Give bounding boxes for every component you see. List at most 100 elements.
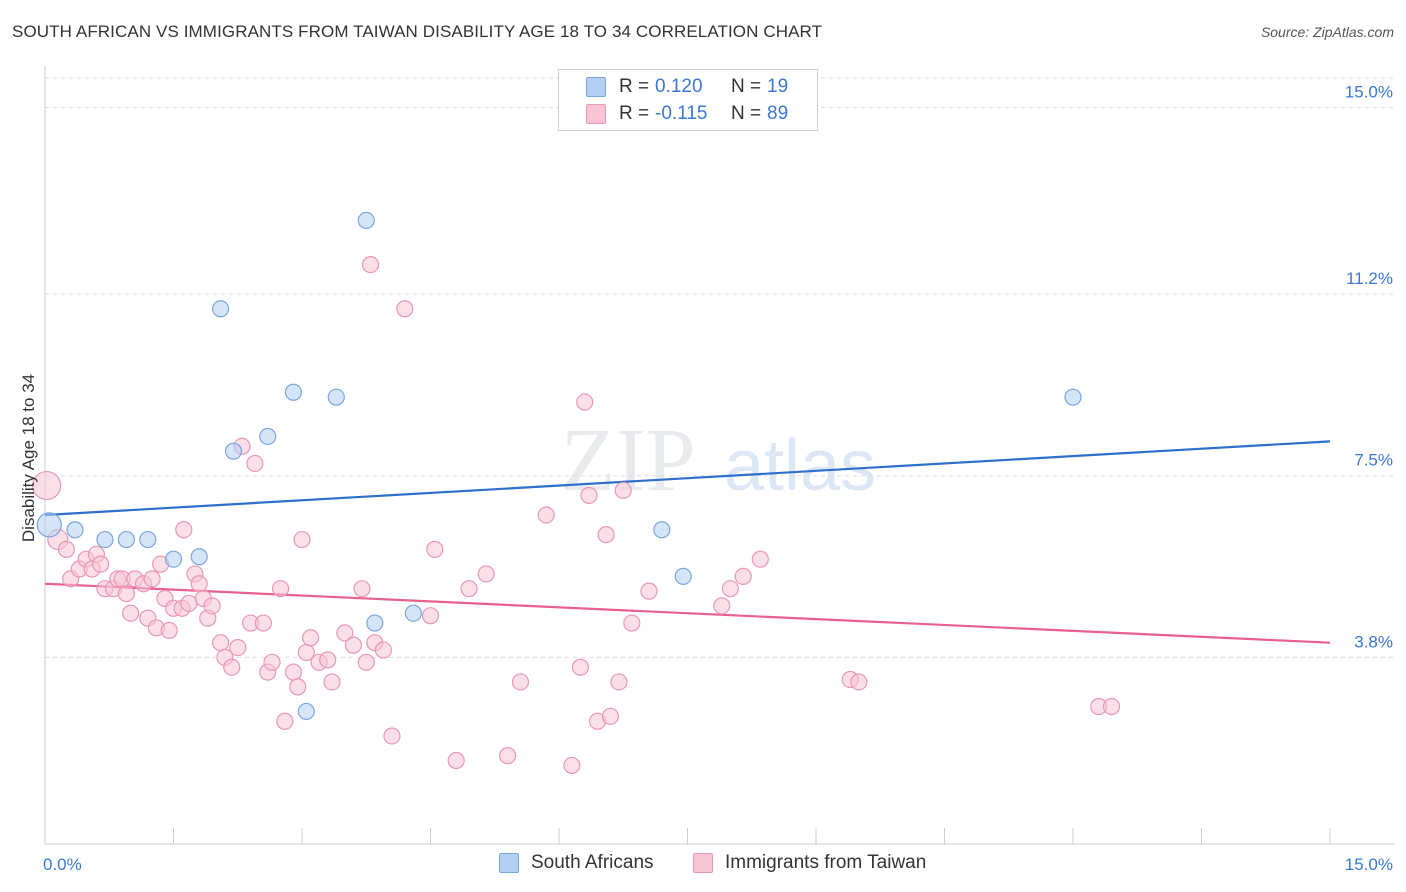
- data-point: [426, 540, 444, 558]
- data-point: [357, 653, 375, 671]
- data-point: [353, 580, 371, 598]
- data-point: [175, 521, 193, 539]
- data-point: [212, 634, 230, 652]
- y-tick-label: 3.8%: [1354, 632, 1393, 651]
- data-point: [640, 582, 658, 600]
- data-point: [580, 486, 598, 504]
- data-point: [674, 567, 692, 585]
- data-point: [319, 651, 337, 669]
- data-point: [246, 454, 264, 473]
- trend-line: [44, 582, 1331, 644]
- data-point: [263, 653, 281, 671]
- data-point: [721, 580, 739, 598]
- data-point: [212, 300, 230, 318]
- data-point: [117, 530, 135, 549]
- legend-r-label: R =: [619, 103, 650, 124]
- data-point: [576, 393, 594, 411]
- legend-r-label: R =: [619, 76, 650, 97]
- data-point: [610, 673, 628, 691]
- legend-label-south-africans: South Africans: [531, 852, 654, 873]
- legend-item-south-africans[interactable]: South Africans: [499, 852, 654, 874]
- data-point: [336, 624, 354, 642]
- data-point: [460, 580, 478, 598]
- legend-r-value: -0.115: [655, 103, 708, 124]
- legend-n-label: N =: [731, 103, 762, 124]
- data-point: [511, 673, 530, 691]
- data-point: [383, 727, 401, 745]
- data-point: [92, 555, 110, 573]
- data-point: [229, 638, 247, 657]
- legend-swatch-immigrants-taiwan: [693, 853, 713, 873]
- data-point: [396, 300, 414, 318]
- data-point: [66, 521, 84, 539]
- legend-n-value: 89: [767, 103, 789, 124]
- data-point: [117, 584, 135, 603]
- data-point: [96, 530, 114, 549]
- data-point: [323, 673, 341, 691]
- data-point: [499, 747, 517, 765]
- data-point: [284, 663, 303, 681]
- data-point: [614, 481, 632, 500]
- axes: [44, 66, 1395, 845]
- data-point: [254, 614, 273, 632]
- data-point: [180, 594, 198, 612]
- data-point: [344, 636, 362, 654]
- legend-r-value: 0.120: [655, 76, 703, 97]
- stats-legend: R = 0.120 N = 19 R = -0.115 N = 89: [558, 69, 818, 131]
- data-point: [571, 658, 590, 676]
- axis-labels: 3.8% 7.5% 11.2% 15.0% 0.0% 15.0% Disability Ag…: [19, 82, 1393, 874]
- data-point: [203, 597, 221, 615]
- data-point: [601, 707, 620, 725]
- data-point: [751, 550, 769, 568]
- x-tick-label: 15.0%: [1345, 855, 1393, 874]
- data-point: [160, 621, 178, 640]
- data-point: [284, 383, 303, 401]
- y-axis-label: Disability Age 18 to 34: [19, 374, 38, 542]
- legend-swatch-south-africans: [499, 853, 519, 873]
- data-point: [224, 442, 243, 460]
- data-point: [276, 712, 294, 730]
- y-tick-label: 7.5%: [1354, 451, 1393, 470]
- data-point: [537, 506, 555, 524]
- data-point: [32, 470, 62, 501]
- data-point: [289, 678, 307, 696]
- data-point: [297, 702, 315, 721]
- data-point: [357, 211, 375, 229]
- y-tick-label: 11.2%: [1346, 269, 1393, 288]
- legend-swatch-immigrants-taiwan: [586, 104, 606, 124]
- data-point: [223, 658, 241, 676]
- data-point: [293, 530, 311, 549]
- legend-label-immigrants-taiwan: Immigrants from Taiwan: [725, 852, 927, 873]
- data-point: [122, 604, 140, 622]
- y-tick-label: 15.0%: [1345, 82, 1393, 101]
- chart-title: SOUTH AFRICAN VS IMMIGRANTS FROM TAIWAN …: [12, 22, 823, 41]
- trend-lines: [44, 440, 1331, 644]
- legend-n-value: 19: [767, 76, 789, 97]
- data-point: [477, 565, 495, 583]
- data-point: [36, 512, 62, 538]
- legend-item-immigrants-taiwan[interactable]: Immigrants from Taiwan: [693, 852, 926, 874]
- data-point: [653, 521, 671, 539]
- data-point: [361, 255, 380, 274]
- data-point: [404, 604, 422, 622]
- data-point: [563, 756, 581, 775]
- data-point: [421, 607, 440, 625]
- data-point: [139, 530, 157, 549]
- data-point: [850, 673, 868, 691]
- data-point: [366, 614, 384, 632]
- data-point: [597, 526, 615, 544]
- trend-line: [44, 440, 1331, 517]
- data-point: [164, 550, 183, 568]
- data-point: [374, 641, 392, 659]
- legend-n-label: N =: [731, 76, 762, 97]
- data-points: [32, 211, 1121, 775]
- data-point: [1064, 388, 1082, 406]
- data-point: [327, 388, 345, 406]
- x-tick-label: 0.0%: [43, 855, 82, 874]
- data-point: [259, 427, 277, 446]
- legend-swatch-south-africans: [586, 77, 606, 97]
- data-point: [57, 540, 76, 558]
- data-point: [734, 567, 752, 585]
- gridlines: [45, 77, 1395, 658]
